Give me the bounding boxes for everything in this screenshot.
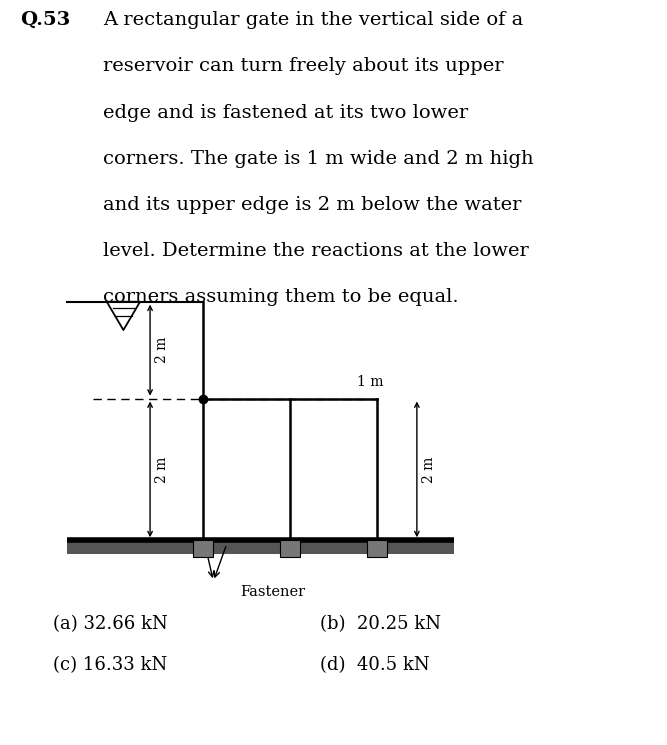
Text: corners. The gate is 1 m wide and 2 m high: corners. The gate is 1 m wide and 2 m hi… <box>103 150 534 168</box>
Text: edge and is fastened at its two lower: edge and is fastened at its two lower <box>103 104 468 121</box>
Text: level. Determine the reactions at the lower: level. Determine the reactions at the lo… <box>103 242 529 260</box>
Bar <box>67 540 454 554</box>
Text: (d)  40.5 kN: (d) 40.5 kN <box>320 656 430 673</box>
Bar <box>193 540 213 557</box>
Text: corners assuming them to be equal.: corners assuming them to be equal. <box>103 288 459 306</box>
Text: 2 m: 2 m <box>155 337 169 364</box>
Text: reservoir can turn freely about its upper: reservoir can turn freely about its uppe… <box>103 57 504 75</box>
Text: (b)  20.25 kN: (b) 20.25 kN <box>320 615 441 633</box>
Text: A rectangular gate in the vertical side of a: A rectangular gate in the vertical side … <box>103 11 524 29</box>
Text: 2 m: 2 m <box>155 456 169 483</box>
Text: (a) 32.66 kN: (a) 32.66 kN <box>53 615 168 633</box>
Bar <box>280 540 300 557</box>
Text: (c) 16.33 kN: (c) 16.33 kN <box>53 656 167 673</box>
Text: 1 m: 1 m <box>357 375 384 389</box>
Text: Q.53: Q.53 <box>20 11 70 29</box>
Text: 2 m: 2 m <box>422 456 436 483</box>
Text: Fastener: Fastener <box>240 585 305 599</box>
Text: and its upper edge is 2 m below the water: and its upper edge is 2 m below the wate… <box>103 196 522 214</box>
Bar <box>367 540 387 557</box>
